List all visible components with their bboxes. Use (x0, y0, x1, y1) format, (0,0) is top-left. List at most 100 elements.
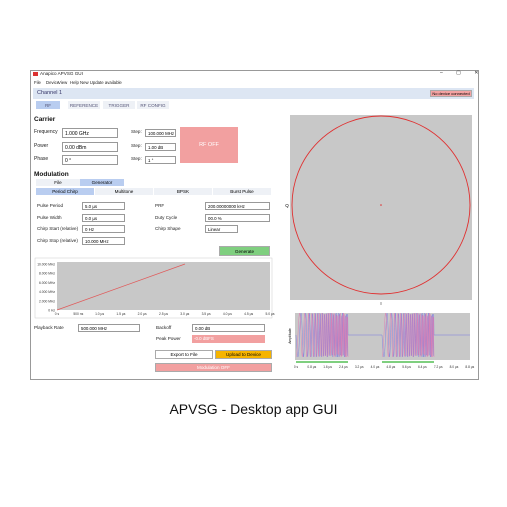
mode-tab[interactable]: Burst Pulse (213, 188, 271, 195)
export-button[interactable]: Export to File (155, 350, 213, 359)
source-tab[interactable]: Generator (80, 179, 124, 186)
field-label: PRF (155, 203, 165, 208)
value-input[interactable]: 10.000 MHz (82, 236, 125, 245)
field-label: Peak Power (156, 336, 181, 341)
x-tick-label: 3.0 µs (180, 312, 189, 316)
x-tick-label: 1.0 µs (95, 312, 104, 316)
chirp-plot-area (57, 262, 270, 310)
field-label: Backoff (156, 325, 172, 330)
value-display: -0.0 dBFS (192, 335, 265, 343)
field-label: Phase (34, 156, 49, 162)
x-tick-label: 2.0 µs (138, 312, 147, 316)
menu-item[interactable]: New Update available (80, 80, 122, 85)
y-tick-label: 0 Hz (48, 309, 55, 313)
mode-tab[interactable]: Multitone (95, 188, 153, 195)
rf-button[interactable]: RF OFF (180, 127, 238, 163)
step-input[interactable]: 1.00 dB (145, 142, 176, 151)
x-tick-label: 0 s (294, 365, 299, 369)
x-tick-label: 8.8 µs (465, 365, 474, 369)
y-tick-label: 2.000 MHz (39, 299, 55, 303)
menu-item[interactable]: Device (46, 80, 60, 85)
x-tick-label: 1.5 µs (116, 312, 125, 316)
iq-plot-area (290, 115, 472, 300)
step-label: Step: (131, 129, 142, 134)
y-tick-label: 10.000 MHz (37, 263, 55, 267)
field-label: Chirp Stop (relative) (37, 237, 78, 243)
x-tick-label: 4.8 µs (386, 365, 395, 369)
window-controls[interactable]: – ▢ ✕ (440, 70, 485, 76)
field-label: Duty Cycle (155, 214, 178, 220)
x-axis-label: I (380, 301, 381, 306)
step-label: Step: (131, 142, 142, 148)
value-input[interactable]: 0.00 dBm (62, 141, 118, 152)
x-tick-label: 6.4 µs (418, 365, 427, 369)
tab[interactable]: REFERENCE (68, 101, 100, 109)
x-tick-label: 0 s (55, 312, 60, 316)
x-tick-label: 2.4 µs (339, 365, 348, 369)
y-tick-label: 8.000 MHz (39, 272, 55, 276)
x-tick-label: 5.0 µs (265, 312, 274, 316)
x-tick-label: 3.2 µs (355, 365, 364, 369)
field-label: Frequency (34, 129, 58, 135)
channel-label: Channel 1 (37, 90, 63, 96)
x-tick-label: 2.5 µs (159, 312, 168, 316)
iq-circle (291, 115, 471, 295)
mode-tab[interactable]: BPSK (154, 188, 212, 195)
dropdown[interactable]: Linear (205, 225, 238, 233)
upload-button[interactable]: Upload to Device (215, 350, 272, 359)
tab[interactable]: RF CONFIG (137, 101, 169, 109)
x-tick-label: 5.6 µs (402, 365, 411, 369)
menu-item[interactable]: View (58, 80, 68, 85)
value-input[interactable]: 0.00 dB (192, 324, 265, 332)
app-icon (33, 72, 38, 76)
menu-item[interactable]: Help (70, 80, 79, 85)
x-tick-label: 4.0 µs (223, 312, 232, 316)
step-input[interactable]: 1 ° (145, 156, 176, 164)
x-tick-label: 0.8 µs (307, 365, 316, 369)
menu-item[interactable]: File (34, 80, 41, 85)
wave-trace (295, 312, 349, 358)
x-tick-label: 4.0 µs (371, 365, 380, 369)
chirp-line (56, 263, 186, 311)
window-title: Anapico APVSG GUI (40, 71, 83, 76)
wave-trace (295, 312, 349, 358)
iq-center (380, 204, 382, 206)
field-label: Playback Rate (34, 325, 64, 330)
value-input[interactable]: 00.0 % (205, 213, 270, 222)
y-axis-label: Q (285, 203, 289, 208)
x-tick-label: 4.5 µs (244, 312, 253, 316)
step-label: Step: (131, 156, 142, 161)
field-label: Pulse Period (37, 203, 64, 208)
field-label: Pulse Width (37, 214, 62, 220)
field-label: Chirp Shape (155, 226, 181, 231)
value-input[interactable]: 500.000 MHz (78, 324, 140, 332)
value-input[interactable]: 0 Hz (82, 225, 125, 233)
step-input[interactable]: 100.000 MHz (145, 129, 176, 137)
status-badge: No device connected (430, 90, 472, 97)
wave-trace (381, 312, 435, 358)
generate-button[interactable]: Generate (219, 246, 270, 256)
value-input[interactable]: 5.0 µs (82, 202, 125, 210)
x-tick-label: 500 ns (73, 312, 83, 316)
channel-bar (33, 88, 474, 99)
x-tick-label: 8.0 µs (450, 365, 459, 369)
value-input[interactable]: 200.00000000 kHz (205, 202, 270, 210)
modulation-heading: Modulation (34, 171, 69, 178)
y-tick-label: 4.000 MHz (39, 290, 55, 294)
modulation-button[interactable]: Modulation OFF (155, 363, 272, 372)
tab[interactable]: TRIGGER (103, 101, 135, 109)
x-tick-label: 3.5 µs (202, 312, 211, 316)
wave-marker (382, 361, 434, 363)
field-label: Chirp Start (relative) (37, 226, 79, 231)
mode-tab[interactable]: Period Chirp (36, 188, 94, 195)
tab[interactable]: RF (36, 101, 60, 109)
waveform (295, 312, 470, 358)
wave-trace (381, 312, 435, 358)
source-tab[interactable]: File (36, 179, 80, 186)
x-tick-label: 1.6 µs (323, 365, 332, 369)
value-input[interactable]: 0 ° (62, 155, 118, 165)
value-input[interactable]: 0.0 µs (82, 213, 125, 222)
value-input[interactable]: 1.000 GHz (62, 128, 118, 138)
